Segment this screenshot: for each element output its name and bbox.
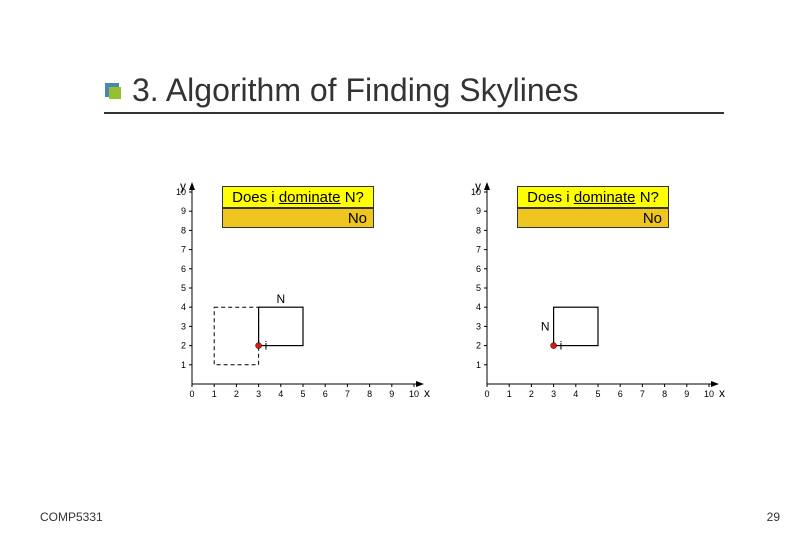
svg-text:8: 8 (662, 389, 667, 399)
svg-text:3: 3 (551, 389, 556, 399)
answer-box-1: No (222, 208, 374, 228)
svg-text:2: 2 (181, 341, 186, 351)
svg-text:2: 2 (529, 389, 534, 399)
answer-box-2: No (517, 208, 669, 228)
svg-text:3: 3 (476, 321, 481, 331)
svg-text:y: y (475, 179, 481, 193)
question-box-1: Does i dominate N? (222, 186, 374, 208)
svg-text:6: 6 (323, 389, 328, 399)
svg-text:7: 7 (476, 245, 481, 255)
svg-text:7: 7 (345, 389, 350, 399)
svg-text:5: 5 (595, 389, 600, 399)
footer-slide-number: 29 (767, 510, 780, 524)
page-title: 3. Algorithm of Finding Skylines (132, 72, 578, 109)
svg-text:8: 8 (476, 225, 481, 235)
svg-text:i: i (560, 339, 563, 353)
svg-text:8: 8 (367, 389, 372, 399)
svg-text:N: N (276, 292, 285, 306)
svg-text:9: 9 (476, 206, 481, 216)
svg-text:7: 7 (640, 389, 645, 399)
title-underline (104, 112, 724, 114)
svg-text:6: 6 (618, 389, 623, 399)
svg-text:4: 4 (573, 389, 578, 399)
question-text-2: Does i dominate N? (527, 189, 659, 206)
svg-text:4: 4 (476, 302, 481, 312)
svg-text:1: 1 (181, 360, 186, 370)
svg-text:10: 10 (409, 389, 419, 399)
svg-text:7: 7 (181, 245, 186, 255)
svg-text:6: 6 (476, 264, 481, 274)
svg-text:1: 1 (212, 389, 217, 399)
svg-text:9: 9 (684, 389, 689, 399)
svg-text:x: x (719, 386, 725, 400)
svg-text:5: 5 (181, 283, 186, 293)
svg-text:4: 4 (181, 302, 186, 312)
svg-text:N: N (541, 319, 550, 333)
answer-text-1: No (348, 210, 367, 227)
svg-text:1: 1 (476, 360, 481, 370)
svg-text:4: 4 (278, 389, 283, 399)
svg-text:9: 9 (181, 206, 186, 216)
svg-text:8: 8 (181, 225, 186, 235)
question-box-2: Does i dominate N? (517, 186, 669, 208)
svg-text:6: 6 (181, 264, 186, 274)
svg-text:3: 3 (181, 321, 186, 331)
svg-text:5: 5 (476, 283, 481, 293)
answer-text-2: No (643, 210, 662, 227)
svg-text:5: 5 (300, 389, 305, 399)
svg-text:1: 1 (507, 389, 512, 399)
svg-text:y: y (180, 179, 186, 193)
svg-text:0: 0 (189, 389, 194, 399)
svg-text:0: 0 (484, 389, 489, 399)
title-bullet-icon (104, 82, 122, 100)
footer-course: COMP5331 (40, 510, 103, 524)
svg-text:2: 2 (476, 341, 481, 351)
question-text-1: Does i dominate N? (232, 189, 364, 206)
svg-text:9: 9 (389, 389, 394, 399)
svg-text:i: i (265, 339, 268, 353)
svg-text:10: 10 (704, 389, 714, 399)
svg-text:2: 2 (234, 389, 239, 399)
svg-text:x: x (424, 386, 430, 400)
svg-text:3: 3 (256, 389, 261, 399)
